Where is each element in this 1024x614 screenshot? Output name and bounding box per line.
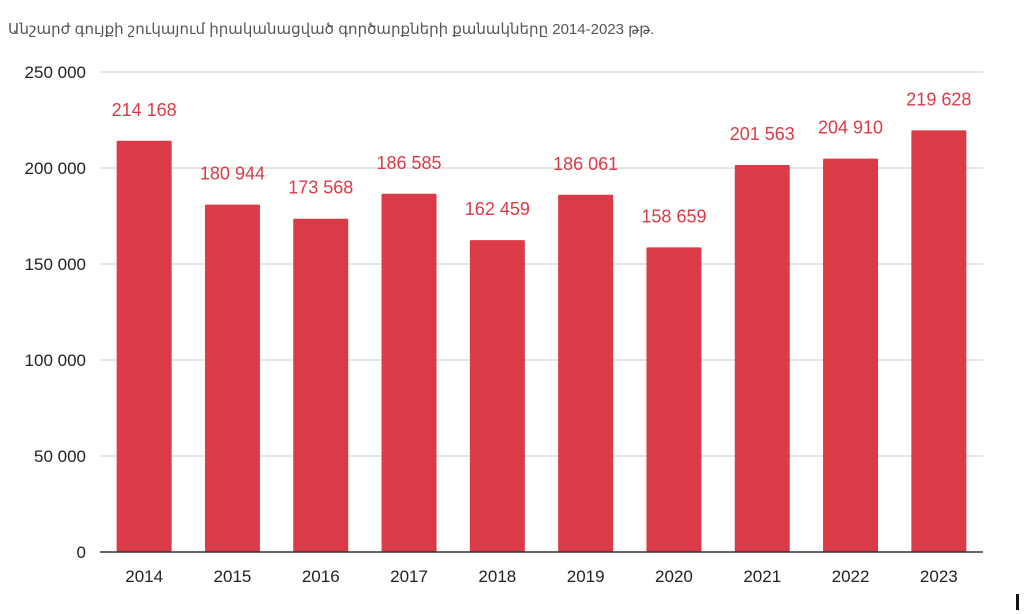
data-label: 173 568 — [288, 178, 353, 198]
bar — [823, 158, 879, 552]
data-label: 186 061 — [553, 154, 618, 174]
bars — [116, 130, 967, 553]
bar — [911, 130, 967, 552]
x-tick-label: 2016 — [302, 567, 340, 586]
x-tick-label: 2015 — [214, 567, 252, 586]
x-tick-label: 2021 — [743, 567, 781, 586]
text-cursor-icon — [1016, 594, 1019, 610]
y-tick-label: 250 000 — [25, 63, 86, 82]
y-axis-tick-labels: 0 50 000 100 000 150 000 200 000 250 000 — [25, 63, 86, 562]
bar — [204, 204, 260, 552]
bar — [469, 240, 525, 552]
data-label: 214 168 — [112, 100, 177, 120]
x-tick-label: 2018 — [478, 567, 516, 586]
data-label: 180 944 — [200, 164, 265, 184]
bar — [646, 247, 702, 552]
bar — [293, 218, 349, 552]
bar — [381, 193, 437, 552]
data-label: 162 459 — [465, 199, 530, 219]
data-label: 186 585 — [377, 153, 442, 173]
y-tick-label: 0 — [77, 543, 86, 562]
chart-title: Անշարժ գույքի շուկայում իրականացված գործ… — [8, 21, 655, 38]
y-tick-label: 200 000 — [25, 159, 86, 178]
x-axis-tick-labels: 2014 2015 2016 2017 2018 2019 2020 2021 2022 2023 — [125, 567, 958, 586]
x-tick-label: 2017 — [390, 567, 428, 586]
data-labels: 214 168 180 944 173 568 186 585 162 459 186 0… — [112, 89, 972, 226]
x-tick-label: 2022 — [832, 567, 870, 586]
bar — [734, 164, 790, 553]
bar — [558, 194, 614, 552]
data-label: 201 563 — [730, 124, 795, 144]
x-tick-label: 2014 — [125, 567, 163, 586]
data-label: 158 659 — [641, 206, 706, 226]
x-tick-label: 2023 — [920, 567, 958, 586]
data-label: 219 628 — [906, 89, 971, 109]
bar — [116, 140, 172, 553]
y-tick-label: 150 000 — [25, 255, 86, 274]
x-tick-label: 2020 — [655, 567, 693, 586]
data-label: 204 910 — [818, 118, 883, 138]
x-tick-label: 2019 — [567, 567, 605, 586]
y-tick-label: 100 000 — [25, 351, 86, 370]
y-tick-label: 50 000 — [34, 447, 86, 466]
